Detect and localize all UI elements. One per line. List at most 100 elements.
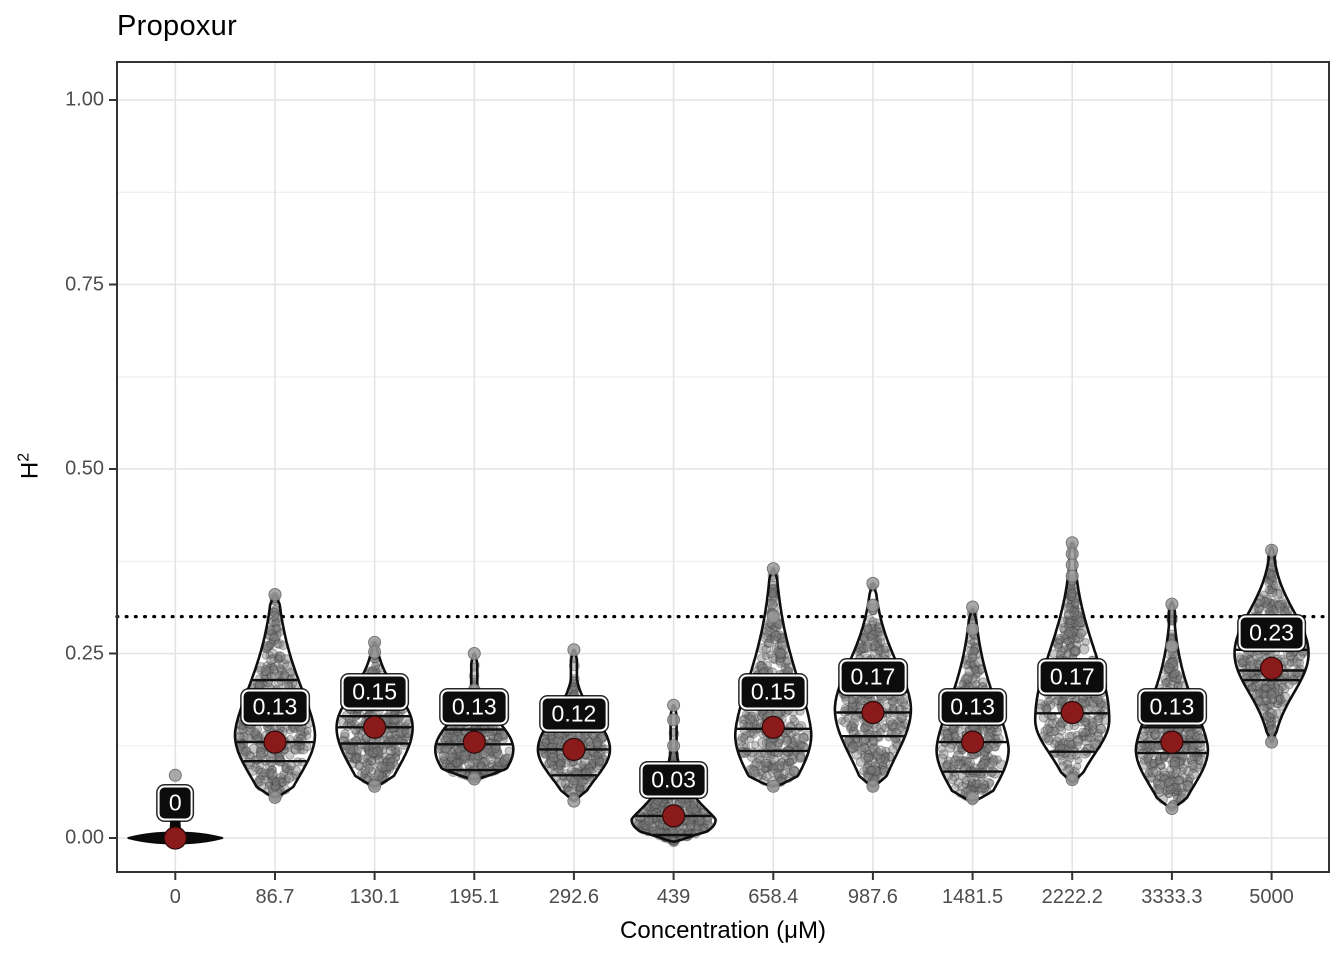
jitter-point: [1280, 670, 1290, 679]
jitter-point: [254, 765, 263, 775]
jitter-point: [378, 755, 389, 766]
violin-3333.3: [1134, 597, 1210, 815]
mean-point: [761, 715, 785, 739]
jitter-point: [267, 764, 277, 774]
jitter-point: [264, 778, 274, 787]
violin-195.1: [434, 647, 515, 786]
jitter-point: [372, 750, 382, 761]
jitter-point: [1078, 727, 1088, 737]
mean-point: [661, 804, 686, 828]
jitter-point: [359, 770, 369, 780]
jitter-point: [1094, 714, 1104, 723]
violin-439: [630, 698, 717, 848]
jitter-point: [276, 776, 286, 785]
jitter-point: [740, 733, 749, 743]
jitter-point: [244, 698, 256, 709]
jitter-point: [400, 715, 412, 727]
jitter-point: [270, 624, 281, 634]
jitter-point: [869, 649, 881, 660]
jitter-point: [382, 756, 393, 768]
jitter-point: [258, 771, 267, 781]
outlier-point: [667, 739, 681, 753]
jitter-point: [342, 744, 353, 755]
jitter-points: [1234, 548, 1309, 747]
outlier-point: [1265, 735, 1279, 749]
jitter-point: [265, 780, 274, 789]
jitter-point: [993, 727, 1003, 737]
jitter-point: [374, 765, 385, 776]
jitter-point: [248, 743, 259, 755]
violin-0: [127, 768, 224, 850]
jitter-point: [268, 663, 278, 673]
jitter-point: [1237, 658, 1247, 668]
jitter-point: [951, 715, 960, 724]
jitter-point: [1149, 758, 1159, 768]
jitter-point: [360, 768, 371, 779]
jitter-point: [360, 764, 371, 776]
jitter-point: [282, 692, 291, 701]
jitter-point: [390, 747, 401, 758]
jitter-point: [367, 666, 378, 676]
jitter-point: [1074, 658, 1083, 667]
jitter-point: [1063, 637, 1072, 646]
outlier-point: [667, 713, 681, 727]
jitter-point: [1266, 610, 1277, 621]
jitter-point: [265, 641, 274, 650]
jitter-point: [956, 696, 968, 708]
jitter-point: [344, 743, 356, 755]
jitter-point: [282, 660, 293, 672]
jitter-point: [1073, 762, 1082, 771]
jitter-point: [967, 652, 978, 662]
jitter-point: [279, 770, 289, 780]
mean-point: [363, 715, 387, 739]
jitter-point: [1186, 729, 1196, 738]
jitter-point: [400, 732, 410, 742]
jitter-point: [238, 724, 248, 734]
jitter-point: [867, 765, 877, 775]
jitter-point: [270, 629, 282, 641]
jitter-point: [268, 665, 279, 676]
jitter-point: [353, 703, 363, 714]
violin-987.6: [833, 576, 913, 793]
jitter-point: [296, 746, 305, 755]
jitter-point: [271, 777, 280, 786]
jitter-point: [988, 755, 999, 766]
jitter-point: [560, 778, 571, 789]
jitter-point: [1163, 662, 1175, 674]
jitter-point: [486, 731, 496, 740]
jitter-point: [401, 728, 412, 738]
violin-5000: [1233, 543, 1310, 749]
jitter-point: [264, 664, 275, 675]
jitter-point: [555, 758, 565, 768]
jitter-point: [789, 715, 798, 724]
jitter-point: [273, 654, 284, 665]
jitter-point: [983, 743, 994, 754]
jitter-point: [262, 660, 273, 671]
jitter-point: [266, 661, 276, 671]
jitter-point: [770, 635, 780, 645]
jitter-point: [756, 697, 765, 707]
jitter-point: [260, 665, 272, 677]
jitter-point: [279, 704, 291, 715]
jitter-point: [266, 639, 276, 649]
jitter-point: [372, 747, 384, 759]
jitter-point: [1257, 616, 1268, 627]
mean-point: [861, 700, 885, 725]
jitter-point: [762, 652, 770, 661]
outlier-point: [368, 645, 382, 659]
jitter-point: [984, 694, 994, 704]
jitter-point: [978, 677, 988, 687]
jitter-point: [396, 734, 405, 743]
jitter-point: [274, 752, 284, 762]
jitter-point: [385, 745, 397, 756]
jitter-point: [269, 780, 281, 792]
jitter-point: [868, 617, 878, 627]
jitter-points: [435, 660, 514, 784]
jitter-point: [266, 654, 277, 666]
jitter-point: [281, 762, 290, 772]
jitter-point: [850, 712, 861, 723]
jitter-point: [1055, 635, 1065, 645]
jitter-point: [271, 780, 282, 790]
jitter-point: [1041, 734, 1051, 743]
jitter-point: [580, 768, 592, 780]
